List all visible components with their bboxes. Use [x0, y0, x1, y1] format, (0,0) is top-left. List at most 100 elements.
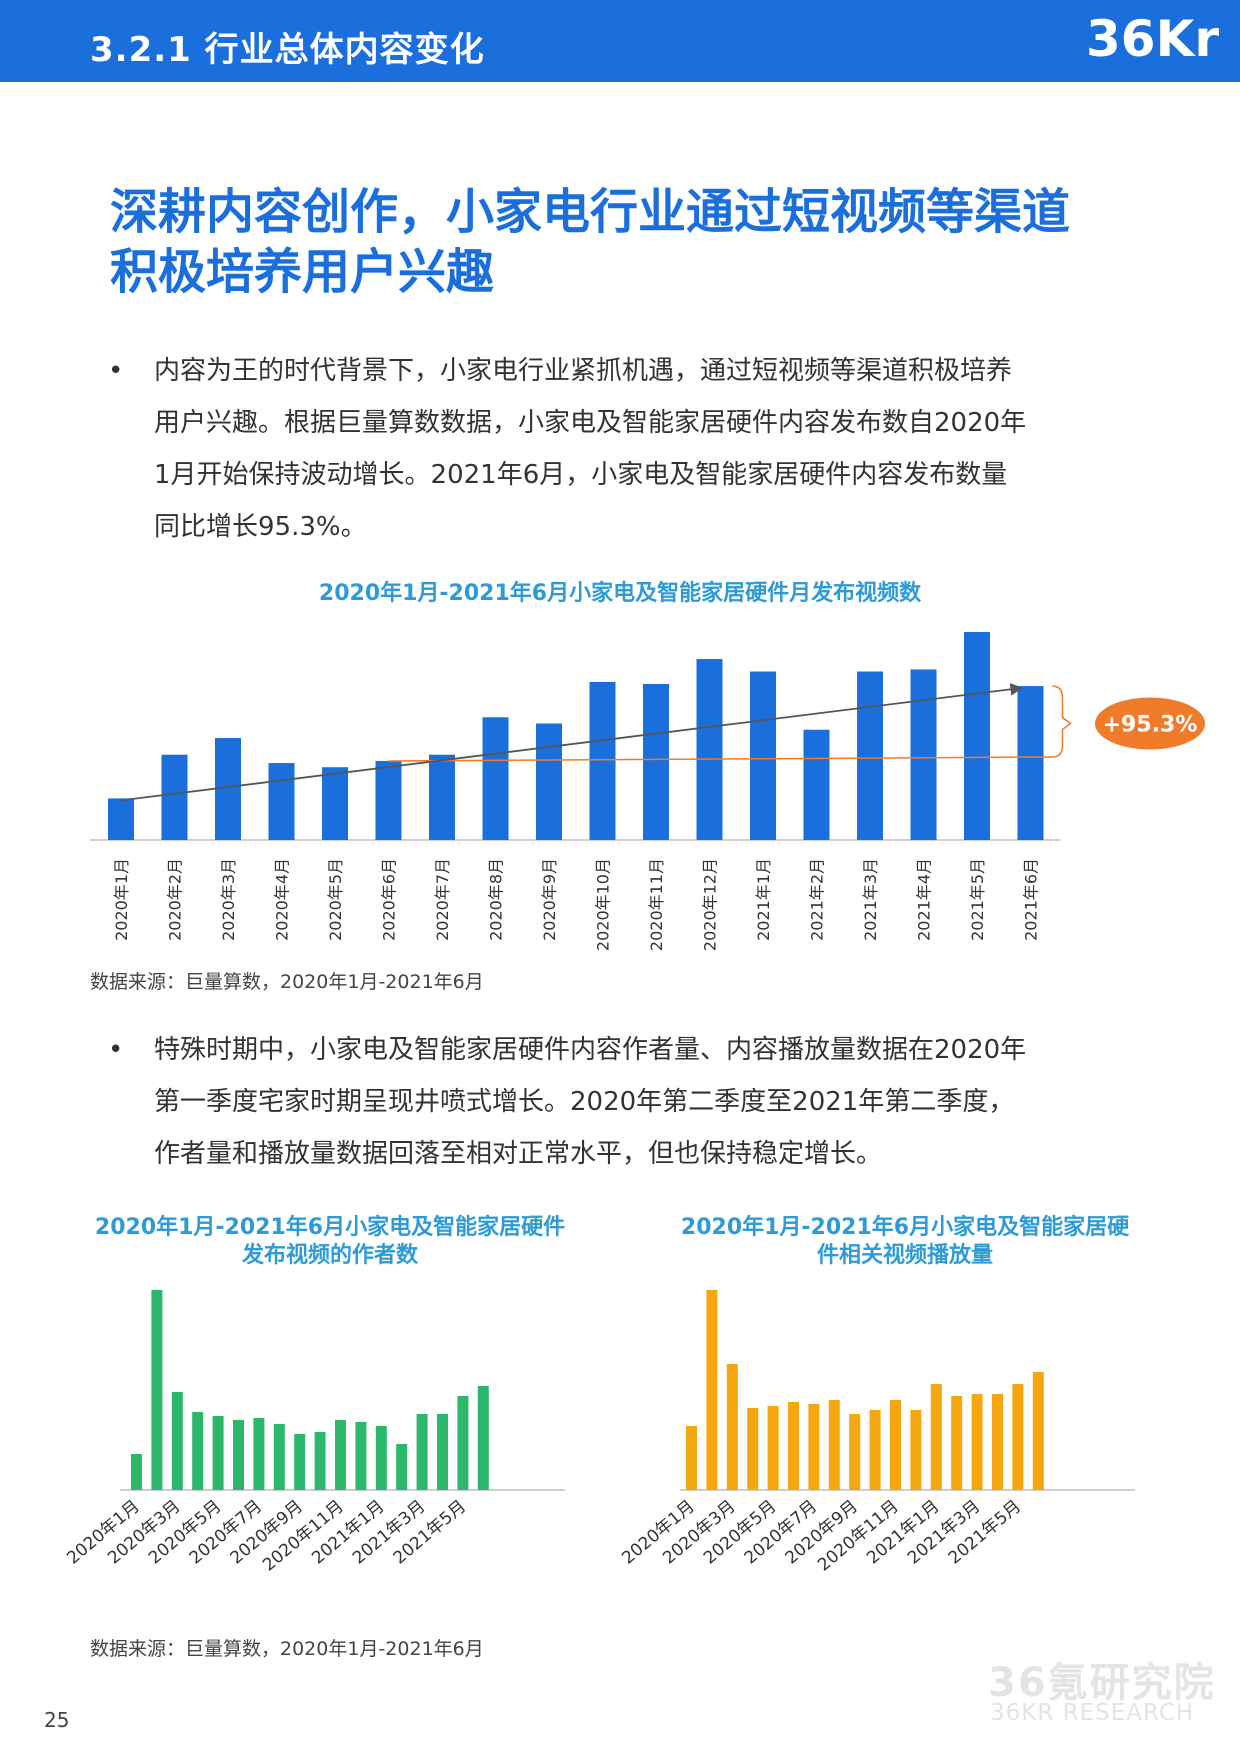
chart2-bar	[457, 1396, 469, 1490]
chart3-bar	[828, 1400, 840, 1490]
chart-2-title: 2020年1月-2021年6月小家电及智能家居硬件发布视频的作者数	[94, 1215, 566, 1268]
36kr-logo: 36Kr	[1086, 10, 1219, 68]
chart3-bar	[930, 1384, 942, 1490]
chart-1-bracket	[1052, 685, 1072, 758]
chart3-bar	[951, 1396, 963, 1490]
chart2-bar	[437, 1414, 448, 1490]
chart-1-bar	[750, 671, 776, 840]
chart2-bar	[192, 1412, 204, 1490]
paragraph-1-line-4: 同比增长95.3%。	[154, 512, 367, 542]
chart-1-tick-label: 2021年4月	[915, 858, 934, 941]
chart-1-annotation-label: +95.3%	[1103, 713, 1198, 738]
logo-text: 36Kr	[1086, 10, 1219, 68]
paragraph-1-line-1: 内容为王的时代背景下，小家电行业紧抓机遇，通过短视频等渠道积极培养	[154, 356, 1013, 386]
chart-1-tick-label: 2020年4月	[273, 858, 292, 941]
headline-line-1: 深耕内容创作，小家电行业通过短视频等渠道	[110, 184, 1071, 240]
chart3-bar	[788, 1402, 799, 1490]
chart2-bar	[314, 1432, 326, 1490]
chart3-bar	[890, 1400, 901, 1490]
chart-1-bar	[910, 669, 937, 840]
chart-1-bar	[482, 717, 509, 840]
chart3-bar	[706, 1290, 718, 1490]
chart-1-bar	[375, 760, 402, 840]
chart-1-tick-label: 2021年1月	[754, 858, 773, 941]
chart2-bar	[151, 1290, 163, 1490]
bullet-dot: •	[108, 356, 124, 386]
chart-1-tick-label: 2020年6月	[380, 858, 399, 941]
chart3-bar	[767, 1406, 779, 1490]
paragraph-1-line-2: 用户兴趣。根据巨量算数数据，小家电及智能家居硬件内容发布数自2020年	[154, 408, 1027, 438]
chart-1-bar	[803, 729, 830, 840]
chart-1-trend-line	[120, 683, 1024, 802]
chart-1-title: 2020年1月-2021年6月小家电及智能家居硬件月发布视频数	[318, 581, 922, 606]
chart2-bar	[416, 1414, 428, 1490]
chart-1-tick-label: 2020年11月	[647, 858, 666, 951]
chart-1-bar	[322, 767, 348, 840]
chart-1-bar	[696, 659, 723, 840]
chart3-bar	[686, 1426, 697, 1490]
header-bar	[0, 0, 1240, 82]
section-title: 3.2.1 行业总体内容变化	[90, 30, 485, 70]
chart2-bar	[335, 1420, 346, 1490]
chart2-bar	[131, 1454, 142, 1490]
chart-1-bar	[589, 681, 616, 840]
paragraph-1-line-3: 1月开始保持波动增长。2021年6月，小家电及智能家居硬件内容发布数量	[154, 460, 1008, 490]
chart2-bar	[477, 1386, 489, 1490]
chart-1-tick-label: 2020年9月	[540, 858, 559, 941]
chart3-bar	[726, 1364, 738, 1490]
chart3-bar	[1032, 1372, 1044, 1490]
paragraph-1: • 内容为王的时代背景下，小家电行业紧抓机遇，通过短视频等渠道积极培养 用户兴趣…	[108, 345, 1138, 553]
chart-1-tick-label: 2021年3月	[861, 858, 880, 941]
chart-1: 2020年1月 2020年2月 2020年3月 2020年4月 2020年5月 2020年…	[90, 632, 1205, 951]
chart-2: 2020年1月2020年3月2020年5月2020年7月2020年9月2020年…	[63, 1290, 565, 1575]
chart-1-bar	[215, 738, 241, 840]
paragraph-2-line-1: 特殊时期中，小家电及智能家居硬件内容作者量、内容播放量数据在2020年	[154, 1035, 1027, 1065]
chart3-bar	[808, 1404, 820, 1490]
source-2: 数据来源：巨量算数，2020年1月-2021年6月	[90, 1638, 484, 1660]
chart2-bar	[212, 1416, 224, 1490]
chart-1-annotation-badge	[1095, 697, 1205, 750]
chart-1-bar	[429, 754, 455, 840]
source-1: 数据来源：巨量算数，2020年1月-2021年6月	[90, 971, 484, 993]
chart-1-tick-label: 2020年2月	[166, 858, 185, 941]
chart-1-tick-label: 2020年1月	[112, 858, 131, 941]
bullet-dot: •	[108, 1035, 124, 1065]
paragraph-2-line-2: 第一季度宅家时期呈现井喷式增长。2020年第二季度至2021年第二季度，	[154, 1087, 1015, 1117]
chart-3-title: 2020年1月-2021年6月小家电及智能家居硬件相关视频播放量	[680, 1215, 1130, 1268]
chart-1-bar	[1017, 686, 1044, 840]
chart3-bar	[747, 1408, 759, 1490]
page-number: 25	[44, 1708, 70, 1732]
chart-1-tick-label: 2021年2月	[808, 858, 827, 941]
chart-1-bar	[108, 798, 134, 840]
chart2-bar	[375, 1426, 387, 1490]
chart2-bar	[273, 1424, 285, 1490]
chart3-bar	[971, 1394, 983, 1490]
chart-1-bar	[268, 763, 295, 840]
chart3-bar	[1012, 1384, 1024, 1490]
chart3-bar	[992, 1394, 1003, 1490]
chart3-bar	[869, 1410, 881, 1490]
chart-1-tick-label: 2020年7月	[433, 858, 452, 941]
chart-1-bar	[964, 632, 990, 840]
chart2-bar	[171, 1392, 183, 1490]
paragraph-2-line-3: 作者量和播放量数据回落至相对正常水平，但也保持稳定增长。	[154, 1139, 883, 1169]
chart2-bar	[294, 1434, 306, 1490]
chart-1-tick-label: 2021年5月	[968, 858, 987, 941]
chart-1-bar	[161, 754, 188, 840]
headline-line-2: 积极培养用户兴趣	[110, 244, 495, 300]
chart-1-tick-label: 2020年3月	[219, 858, 238, 941]
chart3-bar	[910, 1410, 922, 1490]
watermark-cn: 36氪研究院	[988, 1660, 1216, 1706]
paragraph-2: • 特殊时期中，小家电及智能家居硬件内容作者量、内容播放量数据在2020年 第一…	[108, 1024, 1138, 1180]
chart3-bar	[849, 1414, 861, 1490]
chart-1-tick-label: 2020年8月	[487, 858, 506, 941]
chart-1-tick-label: 2020年12月	[701, 858, 720, 951]
chart2-bar	[355, 1422, 367, 1490]
chart2-bar	[396, 1444, 408, 1490]
chart-1-bar	[643, 684, 669, 840]
chart-1-bar	[857, 671, 883, 840]
chart-1-tick-label: 2021年6月	[1022, 858, 1041, 941]
chart-1-bar	[536, 723, 562, 840]
chart-1-tick-label: 2020年10月	[594, 858, 613, 951]
headline: 深耕内容创作，小家电行业通过短视频等渠道 积极培养用户兴趣	[110, 182, 1150, 302]
